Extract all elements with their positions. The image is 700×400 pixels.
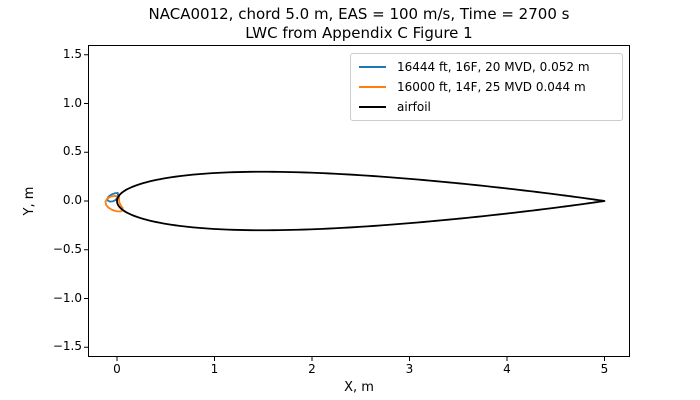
legend-line-swatch: [359, 66, 386, 68]
series-1-ice_shape_outline: [104, 195, 124, 213]
y-tick-label: −1.0: [52, 290, 82, 305]
legend-label: 16000 ft, 14F, 25 MVD 0.044 m: [397, 80, 586, 94]
x-tick-label: 1: [210, 362, 219, 376]
x-tick-label: 4: [503, 362, 511, 376]
y-tick-label: 1.5: [62, 46, 82, 61]
legend-line-swatch: [359, 106, 386, 108]
y-tick-label: −1.5: [52, 339, 82, 354]
chart-title: NACA0012, chord 5.0 m, EAS = 100 m/s, Ti…: [148, 5, 570, 23]
axes-frame: [88, 45, 630, 357]
chart-subtitle: LWC from Appendix C Figure 1: [245, 24, 473, 42]
x-tick-label: 2: [308, 362, 316, 376]
legend-label: 16444 ft, 16F, 20 MVD, 0.052 m: [397, 60, 590, 74]
x-tick-label: 5: [600, 362, 609, 376]
y-tick-label: 1.0: [62, 95, 82, 110]
legend-entry: 16000 ft, 14F, 25 MVD 0.044 m: [359, 77, 614, 97]
legend-label: airfoil: [397, 100, 431, 114]
legend-entry: airfoil: [359, 97, 614, 117]
legend: 16444 ft, 16F, 20 MVD, 0.052 m 16000 ft, …: [350, 53, 623, 121]
x-tick-label: 3: [405, 362, 414, 376]
x-tick-label: 0: [113, 362, 121, 376]
y-tick-label: 0.5: [62, 144, 82, 159]
legend-line-swatch: [359, 86, 386, 88]
y-tick-label: −0.5: [52, 241, 82, 256]
series-2-naca4_airfoil: [116, 170, 606, 232]
y-axis-label: Y, m: [22, 186, 37, 216]
legend-entry: 16444 ft, 16F, 20 MVD, 0.052 m: [359, 57, 614, 77]
y-tick-label: 0.0: [62, 193, 82, 207]
x-axis-label: X, m: [344, 380, 374, 395]
